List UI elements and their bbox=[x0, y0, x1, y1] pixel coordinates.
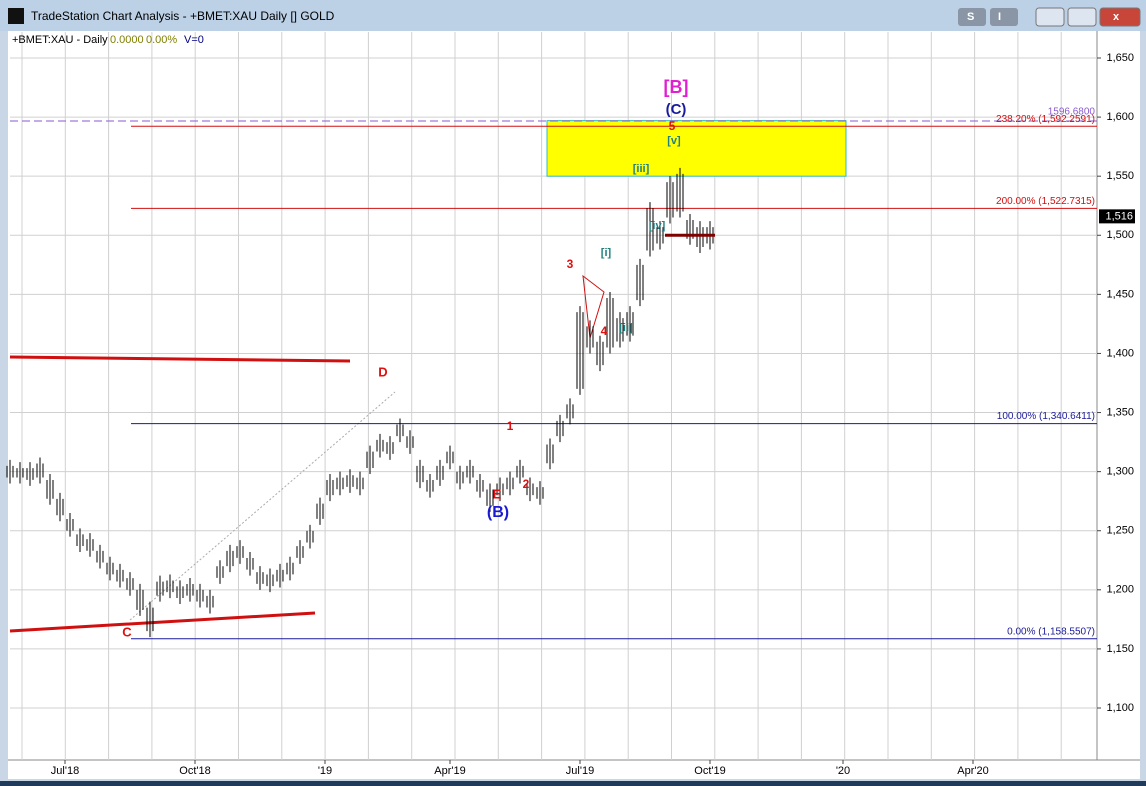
x-tick-label: Jul'19 bbox=[566, 765, 594, 777]
i-button[interactable] bbox=[990, 8, 1018, 26]
trendline bbox=[9, 611, 316, 633]
plot: 1,100 1,150 1,200 1,250 1,300 1,350 1,400 1,450… bbox=[6, 32, 1135, 777]
change-pct: 0.00% bbox=[146, 34, 177, 46]
fib-label: 1596.6800 bbox=[1048, 107, 1096, 118]
wave-label: [i] bbox=[601, 247, 612, 259]
y-tick-label: 1,150 bbox=[1106, 643, 1134, 655]
y-tick-label: 1,450 bbox=[1106, 288, 1134, 300]
change: 0.0000 bbox=[110, 34, 144, 46]
triangle bbox=[582, 274, 605, 339]
wave-label: [v] bbox=[667, 135, 681, 147]
wave-label: 4 bbox=[601, 324, 608, 338]
wave-label: 2 bbox=[523, 477, 530, 491]
wave-label: E bbox=[493, 486, 502, 501]
s-button[interactable] bbox=[958, 8, 986, 26]
close-icon: x bbox=[1113, 11, 1120, 23]
x-tick-label: '20 bbox=[836, 765, 850, 777]
s-button-label: S bbox=[967, 11, 974, 23]
x-tick-label: Apr'20 bbox=[957, 765, 988, 777]
wave-label: 3 bbox=[567, 257, 574, 271]
fib-label: 100.00% (1,340.6411) bbox=[997, 411, 1095, 422]
i-button-label: I bbox=[998, 11, 1001, 23]
wave-label: [B] bbox=[664, 77, 689, 97]
y-tick-label: 1,600 bbox=[1106, 111, 1134, 123]
wave-label: D bbox=[378, 364, 387, 379]
target-zone bbox=[546, 120, 847, 177]
y-tick-label: 1,250 bbox=[1106, 525, 1134, 537]
wave-label: (B) bbox=[487, 504, 509, 521]
trendline bbox=[9, 355, 351, 363]
wave-label: [iv] bbox=[649, 220, 666, 232]
fib-label: 238.20% (1,592.2591) bbox=[996, 114, 1095, 125]
x-tick-label: '19 bbox=[318, 765, 332, 777]
wave-label: C bbox=[122, 624, 132, 639]
volume: V=0 bbox=[184, 34, 204, 46]
y-tick-label: 1,100 bbox=[1106, 702, 1134, 714]
y-tick-label: 1,500 bbox=[1106, 229, 1134, 241]
x-tick-label: Jul'18 bbox=[51, 765, 79, 777]
symbol: +BMET:XAU - Daily bbox=[12, 34, 108, 46]
app-icon bbox=[8, 8, 24, 24]
close-button[interactable] bbox=[1099, 7, 1141, 27]
last-price-box bbox=[1099, 209, 1135, 224]
wave-label: 5 bbox=[669, 119, 676, 133]
y-tick-label: 1,300 bbox=[1106, 466, 1134, 478]
y-tick-label: 1,400 bbox=[1106, 347, 1134, 359]
last-price-label: 1,516 bbox=[1105, 210, 1133, 222]
y-tick-label: 1,350 bbox=[1106, 406, 1134, 418]
wave-label: [ii] bbox=[619, 322, 633, 334]
y-tick-label: 1,200 bbox=[1106, 584, 1134, 596]
fib-label: 0.00% (1,158.5507) bbox=[1007, 626, 1095, 637]
wave-label: 1 bbox=[507, 419, 514, 433]
x-tick-label: Oct'18 bbox=[179, 765, 210, 777]
wave-label: (C) bbox=[666, 101, 687, 118]
wave-label: [iii] bbox=[633, 163, 650, 175]
x-tick-label: Oct'19 bbox=[694, 765, 725, 777]
title-bar bbox=[0, 0, 1146, 31]
fib-label: 200.00% (1,522.7315) bbox=[996, 196, 1095, 207]
minimize-button[interactable] bbox=[1035, 7, 1065, 27]
maximize-button[interactable] bbox=[1067, 7, 1097, 27]
y-tick-label: 1,550 bbox=[1106, 170, 1134, 182]
y-tick-label: 1,650 bbox=[1106, 52, 1134, 64]
x-tick-label: Apr'19 bbox=[434, 765, 465, 777]
window-title: TradeStation Chart Analysis - +BMET:XAU … bbox=[31, 9, 335, 23]
